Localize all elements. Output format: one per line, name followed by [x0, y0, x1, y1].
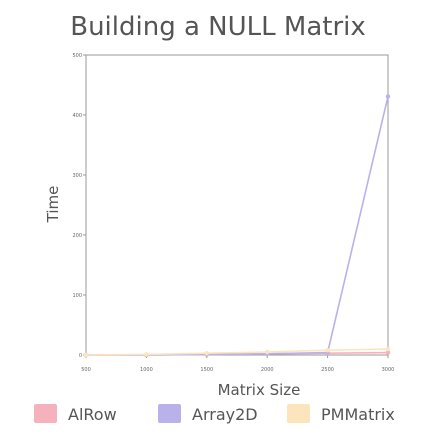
chart-title: Building a NULL Matrix [70, 12, 366, 42]
data-point [144, 352, 149, 357]
series-layer [83, 94, 391, 358]
x-tick-label: 3000 [382, 367, 395, 373]
y-tick-label: 400 [72, 113, 82, 119]
y-tick-label: 100 [72, 293, 82, 299]
legend-label: Array2D [192, 405, 258, 424]
legend-swatch [158, 404, 181, 423]
x-tick-label: 500 [81, 367, 91, 373]
legend-item-alrow: AlRow [34, 404, 117, 424]
plot-area [85, 54, 389, 356]
series-pmmatrix [83, 346, 391, 358]
legend-item-array2d: Array2D [158, 404, 258, 424]
x-tick-label: 2000 [261, 367, 274, 373]
x-axis-label: Matrix Size [218, 381, 301, 399]
data-point [204, 351, 209, 356]
series-array2d [83, 94, 391, 358]
legend-item-pmmatrix: PMMatrix [287, 404, 395, 424]
x-tick-label: 2500 [321, 367, 334, 373]
data-point [385, 94, 391, 99]
x-axis-ticks: 500 1000 1500 2000 2500 3000 [81, 355, 394, 373]
x-tick-label: 1500 [200, 367, 213, 373]
series-line [86, 96, 389, 356]
y-tick-label: 200 [72, 233, 82, 239]
plot-frame [85, 54, 389, 356]
data-point [385, 346, 391, 352]
data-point [83, 352, 89, 358]
legend-swatch [34, 404, 57, 423]
legend-swatch [287, 404, 310, 423]
x-tick-label: 1000 [140, 367, 153, 373]
y-axis-label: Time [44, 186, 62, 224]
data-point [325, 348, 330, 353]
legend-label: PMMatrix [321, 405, 395, 424]
y-axis-ticks: 0 100 200 300 400 500 [72, 53, 86, 359]
data-point [385, 350, 391, 355]
legend: AlRow Array2D PMMatrix [34, 404, 395, 424]
legend-label: AlRow [68, 405, 117, 424]
y-tick-label: 500 [72, 53, 82, 59]
y-tick-label: 300 [72, 173, 82, 179]
data-point [265, 349, 270, 355]
series-line [85, 348, 389, 356]
y-tick-label: 0 [79, 353, 82, 359]
